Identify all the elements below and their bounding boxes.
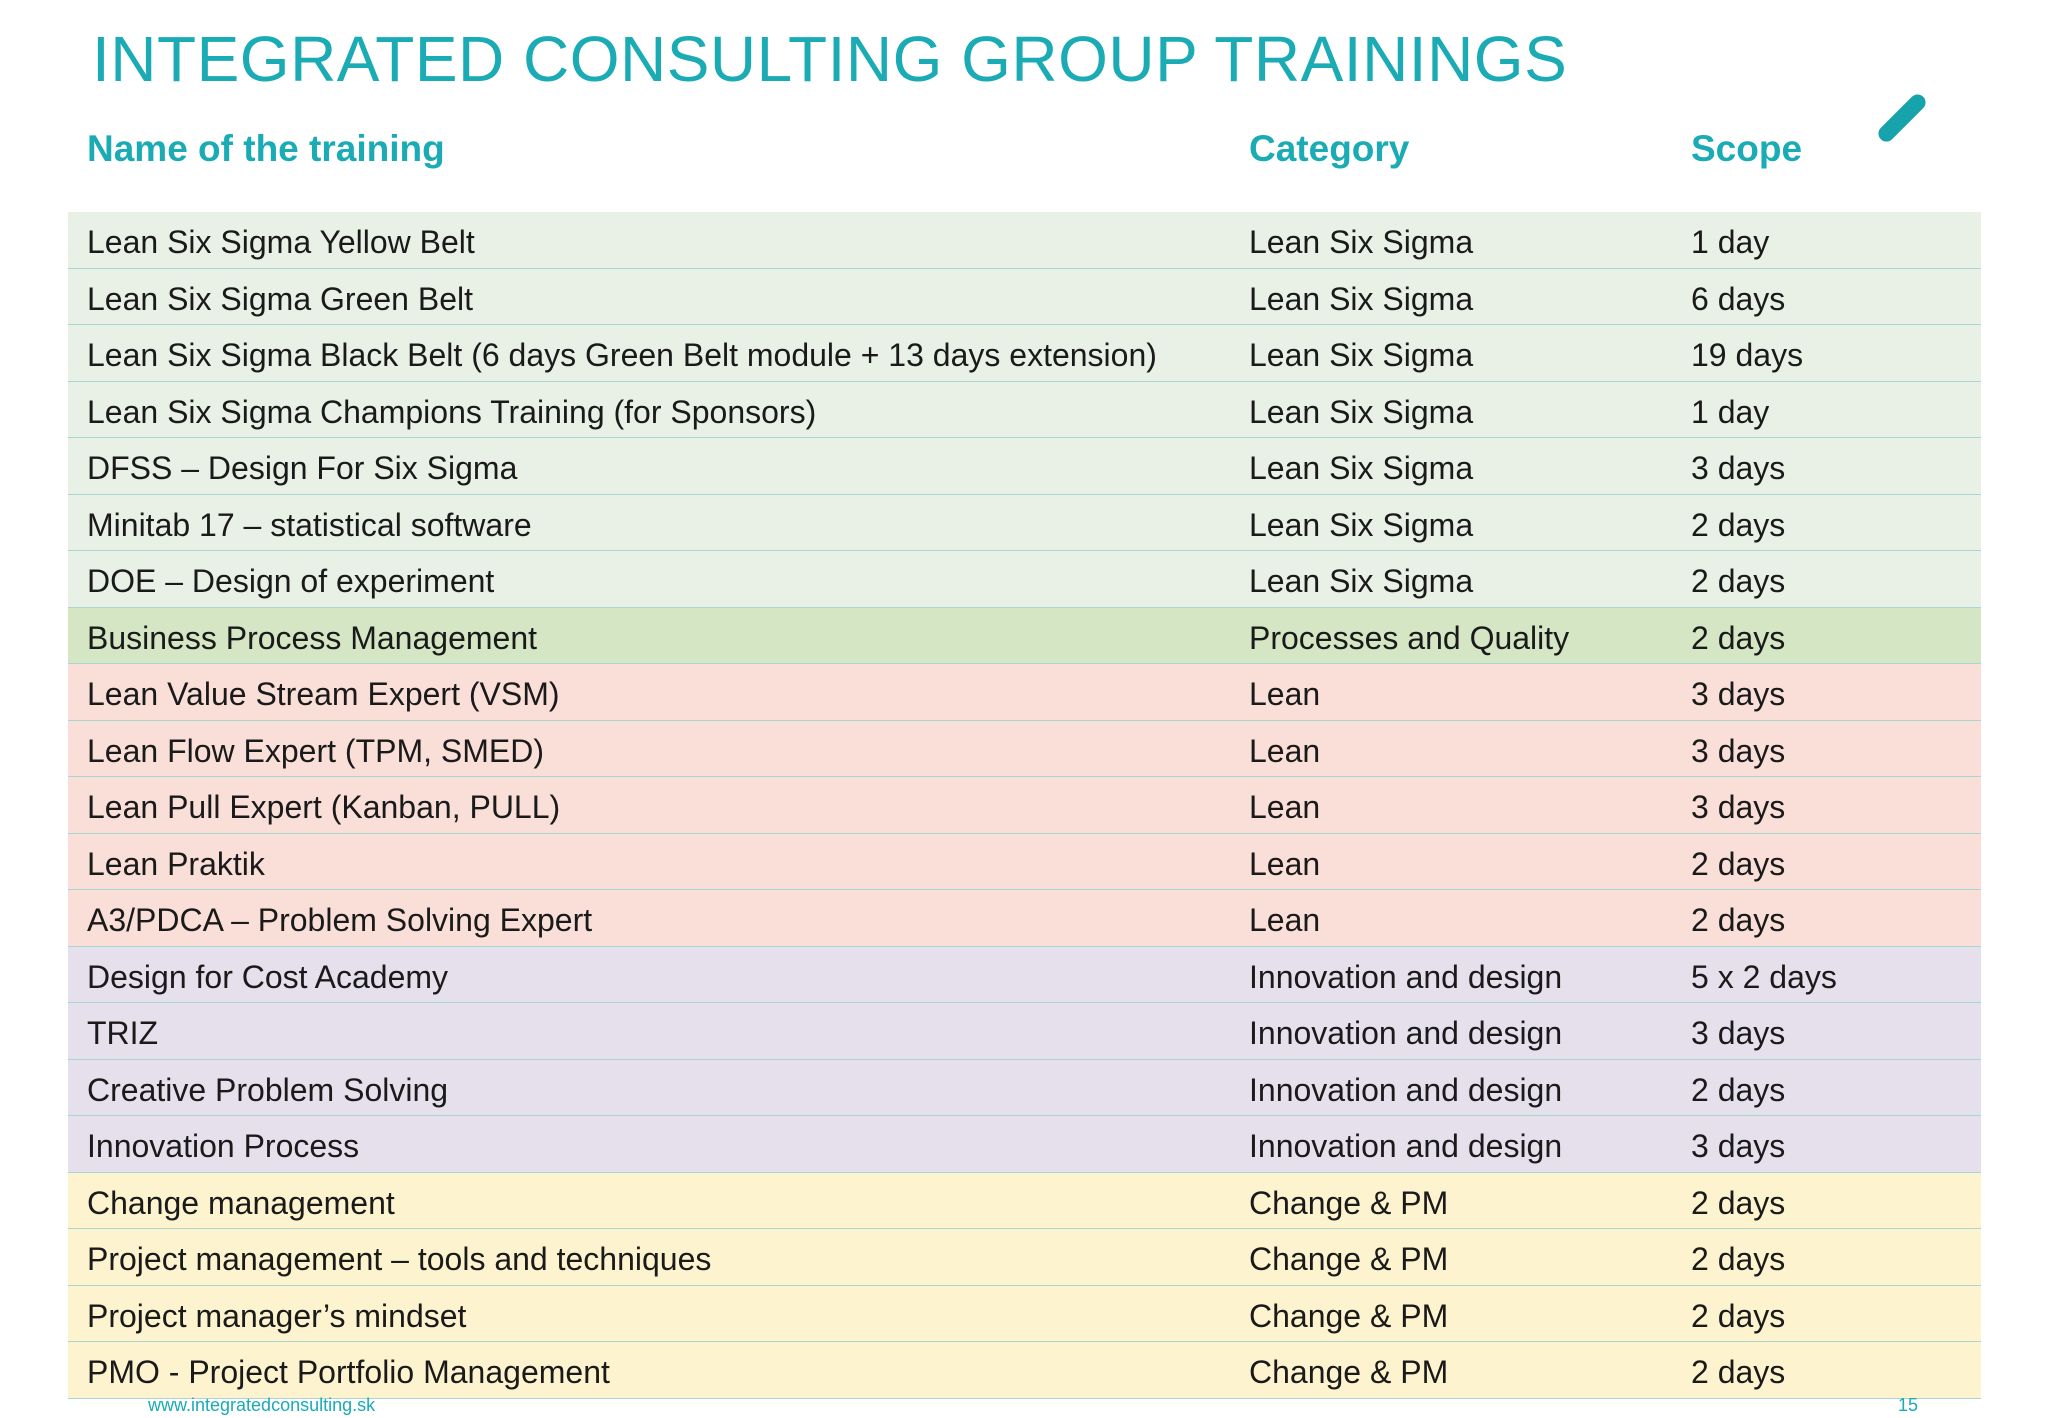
page-title: INTEGRATED CONSULTING GROUP TRAININGS <box>92 23 1568 95</box>
training-category: Lean Six Sigma <box>1249 337 1474 373</box>
training-scope: 2 days <box>1691 1354 1786 1390</box>
training-name: Project manager’s mindset <box>87 1297 467 1334</box>
header-name: Name of the training <box>87 128 445 169</box>
table-row: Lean Six Sigma Yellow Belt Lean Six Sigma… <box>68 212 1981 269</box>
training-name: PMO - Project Portfolio Management <box>87 1354 610 1390</box>
training-name: Minitab 17 – statistical software <box>87 506 532 543</box>
training-name: Lean Six Sigma Champions Training (for S… <box>87 393 817 430</box>
training-category: Lean Six Sigma <box>1249 450 1474 486</box>
table-row: Lean Six Sigma Champions Training (for S… <box>68 381 1981 438</box>
table-row: DOE – Design of experiment Lean Six Sigma… <box>68 551 1981 608</box>
training-scope: 2 days <box>1691 1241 1786 1277</box>
training-category: Innovation and design <box>1249 1128 1563 1164</box>
training-scope: 6 days <box>1691 280 1786 317</box>
training-category: Lean Six Sigma <box>1249 280 1474 317</box>
training-name: Lean Praktik <box>87 845 265 882</box>
training-scope: 2 days <box>1691 1071 1786 1108</box>
training-name: DFSS – Design For Six Sigma <box>87 450 518 486</box>
table-row: Creative Problem Solving Innovation and d… <box>68 1059 1981 1116</box>
table-row: Lean Pull Expert (Kanban, PULL) Lean 3 day… <box>68 777 1981 834</box>
training-scope: 3 days <box>1691 1128 1786 1164</box>
training-category: Lean <box>1249 789 1321 825</box>
training-category: Change & PM <box>1249 1354 1449 1390</box>
training-scope: 3 days <box>1691 1015 1786 1051</box>
training-category: Lean <box>1249 902 1321 938</box>
training-name: Project management – tools and technique… <box>87 1241 712 1277</box>
table-row: Innovation Process Innovation and design 3… <box>68 1116 1981 1173</box>
training-category: Lean Six Sigma <box>1249 506 1474 543</box>
training-category: Change & PM <box>1249 1297 1449 1334</box>
table-row: Lean Six Sigma Green Belt Lean Six Sigma 6… <box>68 268 1981 325</box>
training-scope: 1 day <box>1691 393 1770 430</box>
training-name: DOE – Design of experiment <box>87 563 495 599</box>
training-category: Lean <box>1249 676 1321 712</box>
training-scope: 3 days <box>1691 676 1786 712</box>
training-name: Lean Pull Expert (Kanban, PULL) <box>87 789 561 825</box>
training-name: Lean Six Sigma Yellow Belt <box>87 224 475 260</box>
training-scope: 5 x 2 days <box>1691 958 1837 995</box>
training-name: Design for Cost Academy <box>87 958 449 995</box>
table-row: Project management – tools and technique… <box>68 1229 1981 1286</box>
training-scope: 2 days <box>1691 619 1786 656</box>
training-name: Creative Problem Solving <box>87 1071 449 1108</box>
training-scope: 2 days <box>1691 563 1786 599</box>
training-name: Lean Value Stream Expert (VSM) <box>87 676 560 712</box>
training-category: Change & PM <box>1249 1184 1449 1221</box>
training-scope: 2 days <box>1691 1184 1786 1221</box>
table-row: Lean Six Sigma Black Belt (6 days Green … <box>68 325 1981 382</box>
training-category: Lean Six Sigma <box>1249 393 1474 430</box>
table-row: A3/PDCA – Problem Solving Expert Lean 2 da… <box>68 890 1981 947</box>
training-category: Lean <box>1249 732 1321 769</box>
training-scope: 2 days <box>1691 506 1786 543</box>
table-row: Lean Flow Expert (TPM, SMED) Lean 3 days <box>68 720 1981 777</box>
training-scope: 2 days <box>1691 902 1786 938</box>
table-row: Business Process Management Processes and… <box>68 607 1981 664</box>
training-name: Business Process Management <box>87 619 537 656</box>
table-row: Project manager’s mindset Change & PM 2 da… <box>68 1285 1981 1342</box>
training-name: TRIZ <box>87 1015 159 1051</box>
training-name: A3/PDCA – Problem Solving Expert <box>87 902 593 938</box>
table-row: Minitab 17 – statistical software Lean Si… <box>68 494 1981 551</box>
table-row: Lean Value Stream Expert (VSM) Lean 3 days <box>68 664 1981 721</box>
training-name: Innovation Process <box>87 1128 360 1164</box>
training-scope: 19 days <box>1691 337 1804 373</box>
table-row: Change management Change & PM 2 days <box>68 1172 1981 1229</box>
footer-website: www.integratedconsulting.sk <box>148 1395 376 1415</box>
training-category: Innovation and design <box>1249 1071 1563 1108</box>
training-name: Change management <box>87 1184 395 1221</box>
training-category: Change & PM <box>1249 1241 1449 1277</box>
training-scope: 3 days <box>1691 450 1786 486</box>
table-row: DFSS – Design For Six Sigma Lean Six Sigm… <box>68 438 1981 495</box>
pen-icon <box>1875 91 1929 145</box>
training-category: Innovation and design <box>1249 1015 1563 1051</box>
training-category: Lean Six Sigma <box>1249 563 1474 599</box>
training-scope: 1 day <box>1691 224 1770 260</box>
training-category: Processes and Quality <box>1249 619 1570 656</box>
training-scope: 3 days <box>1691 789 1786 825</box>
table-row: Lean Praktik Lean 2 days <box>68 833 1981 890</box>
training-name: Lean Six Sigma Black Belt (6 days Green … <box>87 337 1157 373</box>
training-category: Lean Six Sigma <box>1249 224 1474 260</box>
training-category: Innovation and design <box>1249 958 1563 995</box>
table-row: PMO - Project Portfolio Management Change… <box>68 1342 1981 1399</box>
training-scope: 2 days <box>1691 1297 1786 1334</box>
table-row: TRIZ Innovation and design 3 days <box>68 1003 1981 1060</box>
header-category: Category <box>1249 128 1410 169</box>
trainings-table: Lean Six Sigma Yellow Belt Lean Six Sigma… <box>68 212 1981 1399</box>
header-scope: Scope <box>1691 128 1803 169</box>
training-scope: 3 days <box>1691 732 1786 769</box>
training-scope: 2 days <box>1691 845 1786 882</box>
training-name: Lean Flow Expert (TPM, SMED) <box>87 732 544 769</box>
training-category: Lean <box>1249 845 1321 882</box>
footer-page-number: 15 <box>1898 1395 1919 1415</box>
table-row: Design for Cost Academy Innovation and de… <box>68 946 1981 1003</box>
training-name: Lean Six Sigma Green Belt <box>87 280 473 317</box>
